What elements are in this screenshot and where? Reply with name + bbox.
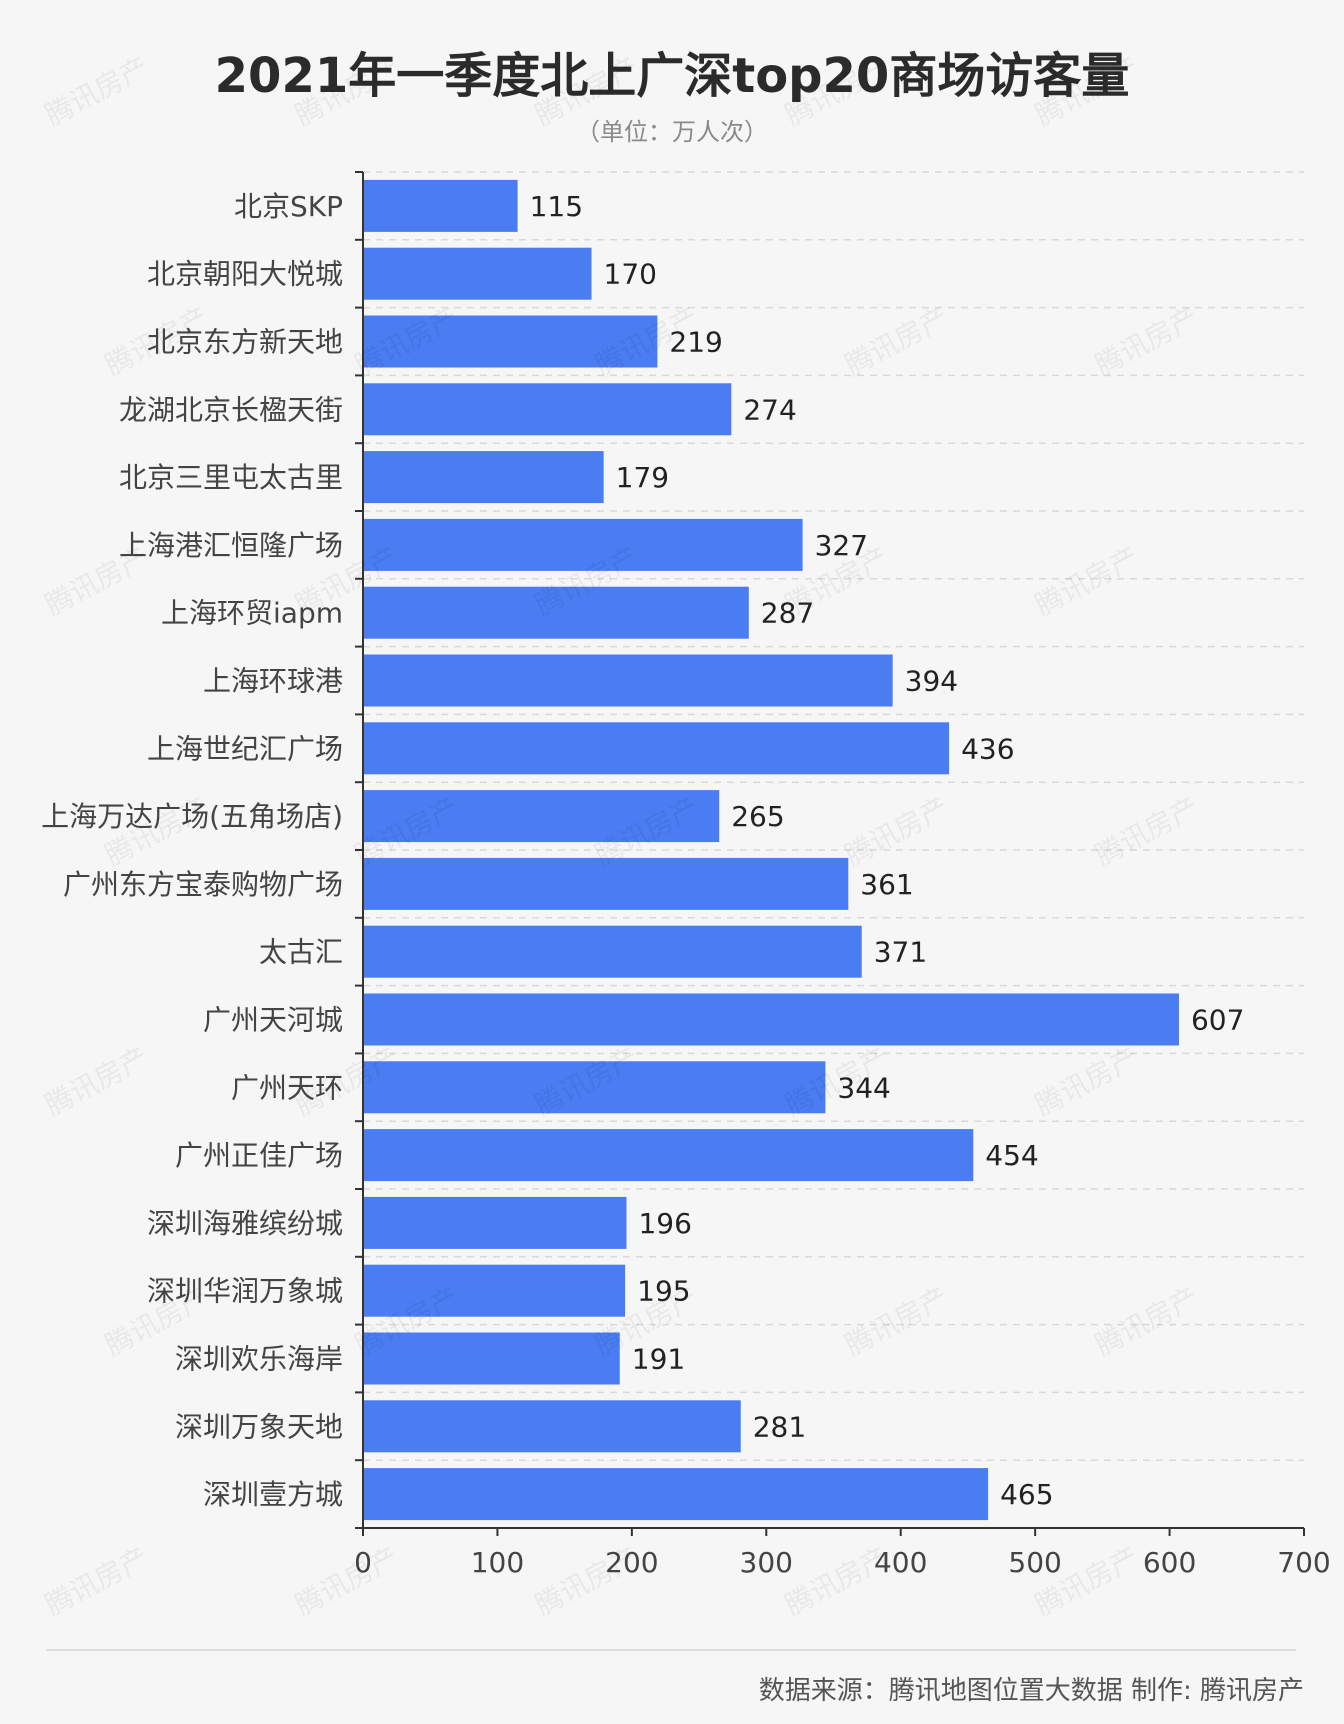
value-label: 344 xyxy=(837,1071,890,1104)
bar xyxy=(364,1129,974,1182)
bar xyxy=(364,451,604,504)
bar xyxy=(364,1196,627,1249)
bar xyxy=(364,1400,741,1453)
value-label: 394 xyxy=(905,665,958,698)
bar xyxy=(364,790,720,843)
bar xyxy=(364,1332,620,1385)
category-label: 上海环贸iapm xyxy=(161,597,343,630)
bar xyxy=(364,1264,626,1317)
bar xyxy=(364,383,732,436)
value-label: 327 xyxy=(815,529,868,562)
value-label: 454 xyxy=(985,1139,1038,1172)
bar xyxy=(364,1061,826,1114)
category-label: 上海万达广场(五角场店) xyxy=(41,800,343,833)
category-label: 龙湖北京长楹天街 xyxy=(119,393,343,426)
category-label: 北京SKP xyxy=(234,190,343,223)
value-label: 265 xyxy=(731,800,784,833)
category-label: 深圳欢乐海岸 xyxy=(175,1343,343,1376)
x-tick-label: 200 xyxy=(605,1546,658,1579)
category-label: 北京东方新天地 xyxy=(147,326,343,359)
value-label: 607 xyxy=(1191,1004,1244,1037)
value-label: 219 xyxy=(669,326,722,359)
value-label: 179 xyxy=(616,461,669,494)
x-tick-label: 100 xyxy=(471,1546,524,1579)
x-tick-label: 0 xyxy=(354,1546,372,1579)
x-tick-label: 600 xyxy=(1143,1546,1196,1579)
value-label: 195 xyxy=(637,1275,690,1308)
bar xyxy=(364,1468,989,1521)
value-label: 196 xyxy=(638,1207,691,1240)
value-label: 115 xyxy=(530,190,583,223)
bar xyxy=(364,925,862,978)
bar xyxy=(364,247,592,300)
x-tick-label: 400 xyxy=(874,1546,927,1579)
footer-source: 数据来源：腾讯地图位置大数据 制作: 腾讯房产 xyxy=(758,1676,1304,1706)
x-tick-label: 300 xyxy=(740,1546,793,1579)
category-label: 上海港汇恒隆广场 xyxy=(119,529,343,562)
bar xyxy=(364,518,803,571)
value-label: 436 xyxy=(961,732,1014,765)
bar xyxy=(364,857,849,910)
value-label: 274 xyxy=(743,393,796,426)
x-tick-label: 700 xyxy=(1277,1546,1330,1579)
value-label: 191 xyxy=(632,1343,685,1376)
x-tick-label: 500 xyxy=(1008,1546,1061,1579)
chart-subtitle: （单位：万人次） xyxy=(576,118,768,146)
value-label: 170 xyxy=(604,258,657,291)
bar xyxy=(364,654,893,707)
value-label: 371 xyxy=(874,936,927,969)
bar xyxy=(364,586,749,639)
category-label: 深圳华润万象城 xyxy=(147,1275,343,1308)
category-label: 北京三里屯太古里 xyxy=(119,461,343,494)
category-label: 深圳壹方城 xyxy=(203,1478,343,1511)
chart-title: 2021年一季度北上广深top20商场访客量 xyxy=(214,48,1130,104)
category-label: 广州天环 xyxy=(231,1071,343,1104)
bar-chart: 0 100 200 300 400 500 600 700 北京SKP 115 北京朝阳大悦城 170… xyxy=(41,171,1331,1579)
bar xyxy=(364,315,658,368)
category-label: 广州天河城 xyxy=(203,1004,343,1037)
category-label: 上海世纪汇广场 xyxy=(147,732,343,765)
category-label: 深圳海雅缤纷城 xyxy=(147,1207,343,1240)
value-label: 281 xyxy=(753,1410,806,1443)
value-label: 287 xyxy=(761,597,814,630)
category-label: 北京朝阳大悦城 xyxy=(147,258,343,291)
category-label: 广州东方宝泰购物广场 xyxy=(63,868,343,901)
bar xyxy=(364,993,1179,1046)
bar xyxy=(364,179,518,232)
category-label: 太古汇 xyxy=(259,936,343,969)
value-label: 361 xyxy=(860,868,913,901)
category-label: 上海环球港 xyxy=(203,665,343,698)
bar xyxy=(364,722,950,775)
footer-divider xyxy=(46,1649,1296,1651)
category-label: 广州正佳广场 xyxy=(175,1139,343,1172)
category-label: 深圳万象天地 xyxy=(175,1410,343,1443)
value-label: 465 xyxy=(1000,1478,1053,1511)
